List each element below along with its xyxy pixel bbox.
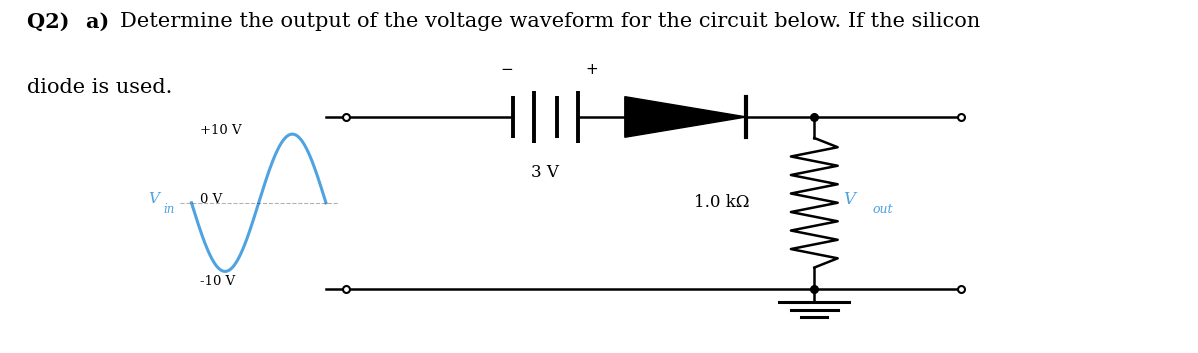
Text: 1.0 kΩ: 1.0 kΩ — [695, 194, 750, 211]
Text: −: − — [501, 62, 513, 77]
Text: Q2): Q2) — [28, 12, 77, 32]
Text: 3 V: 3 V — [532, 164, 559, 181]
Text: V: V — [843, 191, 855, 208]
Text: a): a) — [85, 12, 116, 32]
Text: +10 V: +10 V — [200, 124, 242, 137]
Text: out: out — [873, 203, 894, 216]
Text: -10 V: -10 V — [200, 275, 236, 288]
Polygon shape — [625, 97, 746, 137]
Text: V: V — [149, 192, 159, 206]
Text: 0 V: 0 V — [200, 193, 223, 206]
Text: in: in — [163, 203, 175, 216]
Text: diode is used.: diode is used. — [28, 78, 173, 97]
Text: +: + — [586, 62, 599, 77]
Text: Determine the output of the voltage waveform for the circuit below. If the silic: Determine the output of the voltage wave… — [120, 12, 980, 31]
